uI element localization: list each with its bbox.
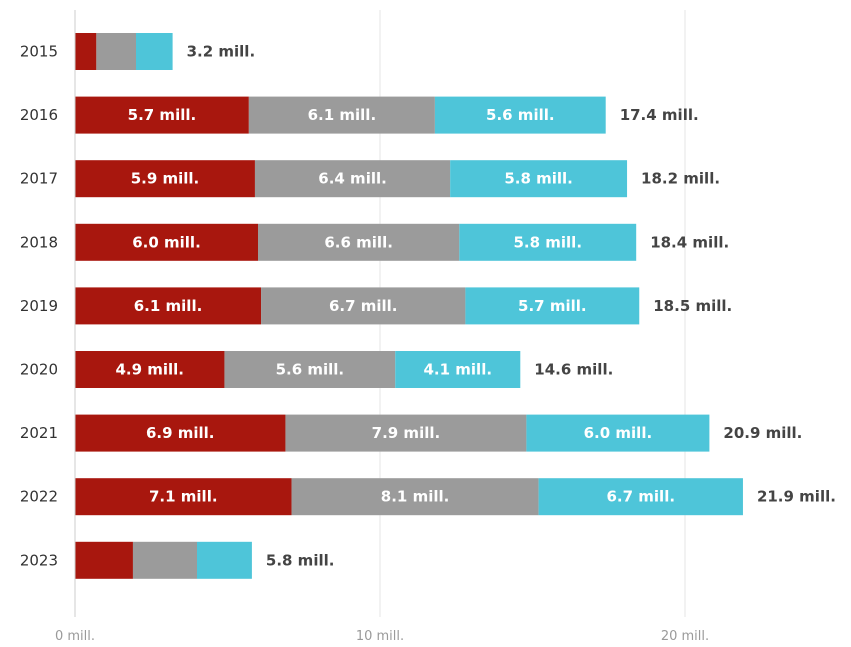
bar-segment: [248, 96, 435, 134]
bar-segment: [254, 160, 451, 198]
bar-segment: [465, 287, 640, 325]
segment-data-label: 6.0 mill.: [584, 424, 653, 442]
bar-segment: [285, 414, 527, 452]
bar-segment: [75, 351, 225, 388]
x-tick-label: 0 mill.: [55, 629, 95, 644]
segment-data-label: 5.7 mill.: [128, 106, 197, 124]
segment-data-label: 6.1 mill.: [308, 106, 377, 124]
bar-segment: [75, 33, 97, 70]
segment-data-label: 4.9 mill.: [115, 361, 184, 379]
x-tick-label: 20 mill.: [661, 629, 709, 644]
segment-data-label: 5.6 mill.: [276, 361, 345, 379]
total-data-label: 14.6 mill.: [534, 361, 613, 379]
bar-segment: [75, 287, 262, 325]
bar-segment: [75, 478, 292, 516]
bar-segment: [538, 478, 743, 516]
segment-data-label: 6.6 mill.: [324, 233, 393, 251]
segment-data-label: 6.0 mill.: [132, 233, 201, 251]
bar-segment: [459, 223, 637, 261]
bar-segment: [75, 541, 133, 579]
bar-segment: [96, 33, 136, 70]
y-category-label: 2016: [20, 106, 58, 124]
segment-data-label: 5.9 mill.: [131, 170, 200, 188]
y-category-label: 2015: [20, 43, 58, 61]
y-category-label: 2023: [20, 551, 58, 569]
bar-segment: [291, 478, 539, 516]
total-data-label: 5.8 mill.: [266, 551, 335, 569]
bar-segment: [224, 351, 396, 388]
bar-segment: [136, 33, 173, 70]
total-data-label: 18.2 mill.: [641, 170, 720, 188]
total-data-label: 20.9 mill.: [723, 424, 802, 442]
y-category-label: 2018: [20, 233, 58, 251]
y-category-label: 2022: [20, 488, 58, 506]
total-data-label: 18.4 mill.: [650, 233, 729, 251]
segment-data-label: 7.1 mill.: [149, 488, 218, 506]
total-data-label: 21.9 mill.: [757, 488, 836, 506]
segment-data-label: 6.7 mill.: [606, 488, 675, 506]
total-data-label: 18.5 mill.: [653, 297, 732, 315]
bar-segment: [75, 223, 258, 261]
segment-data-label: 6.4 mill.: [318, 170, 387, 188]
segment-data-label: 5.8 mill.: [504, 170, 573, 188]
total-data-label: 17.4 mill.: [620, 106, 699, 124]
y-category-label: 2017: [20, 170, 58, 188]
bar-segment: [526, 414, 710, 452]
x-tick-label: 10 mill.: [356, 629, 404, 644]
y-category-label: 2021: [20, 424, 58, 442]
bar-segment: [395, 351, 521, 388]
segment-data-label: 5.7 mill.: [518, 297, 587, 315]
bar-segment: [261, 287, 466, 325]
segment-data-label: 6.7 mill.: [329, 297, 398, 315]
bars: [75, 33, 743, 579]
bar-segment: [75, 160, 255, 198]
bar-segment: [75, 414, 286, 452]
bar-segment: [197, 541, 252, 579]
segment-data-label: 4.1 mill.: [423, 361, 492, 379]
bar-segment: [132, 541, 197, 579]
bar-segment: [450, 160, 628, 198]
bar-segment: [258, 223, 460, 261]
y-category-label: 2019: [20, 297, 58, 315]
bar-segment: [434, 96, 606, 134]
labels: 3.2 mill. 5.7 mill. 6.1 mill. 5.6 mill. 17.4…: [115, 43, 835, 570]
segment-data-label: 8.1 mill.: [381, 488, 450, 506]
segment-data-label: 6.9 mill.: [146, 424, 215, 442]
segment-data-label: 5.6 mill.: [486, 106, 555, 124]
segment-data-label: 6.1 mill.: [134, 297, 203, 315]
bar-segment: [75, 96, 249, 134]
y-category-label: 2020: [20, 361, 58, 379]
segment-data-label: 5.8 mill.: [513, 233, 582, 251]
segment-data-label: 7.9 mill.: [372, 424, 441, 442]
axes: 0 mill. 10 mill. 20 mill. 2015 2016 2017 2018 2…: [20, 10, 709, 644]
total-data-label: 3.2 mill.: [187, 43, 256, 61]
